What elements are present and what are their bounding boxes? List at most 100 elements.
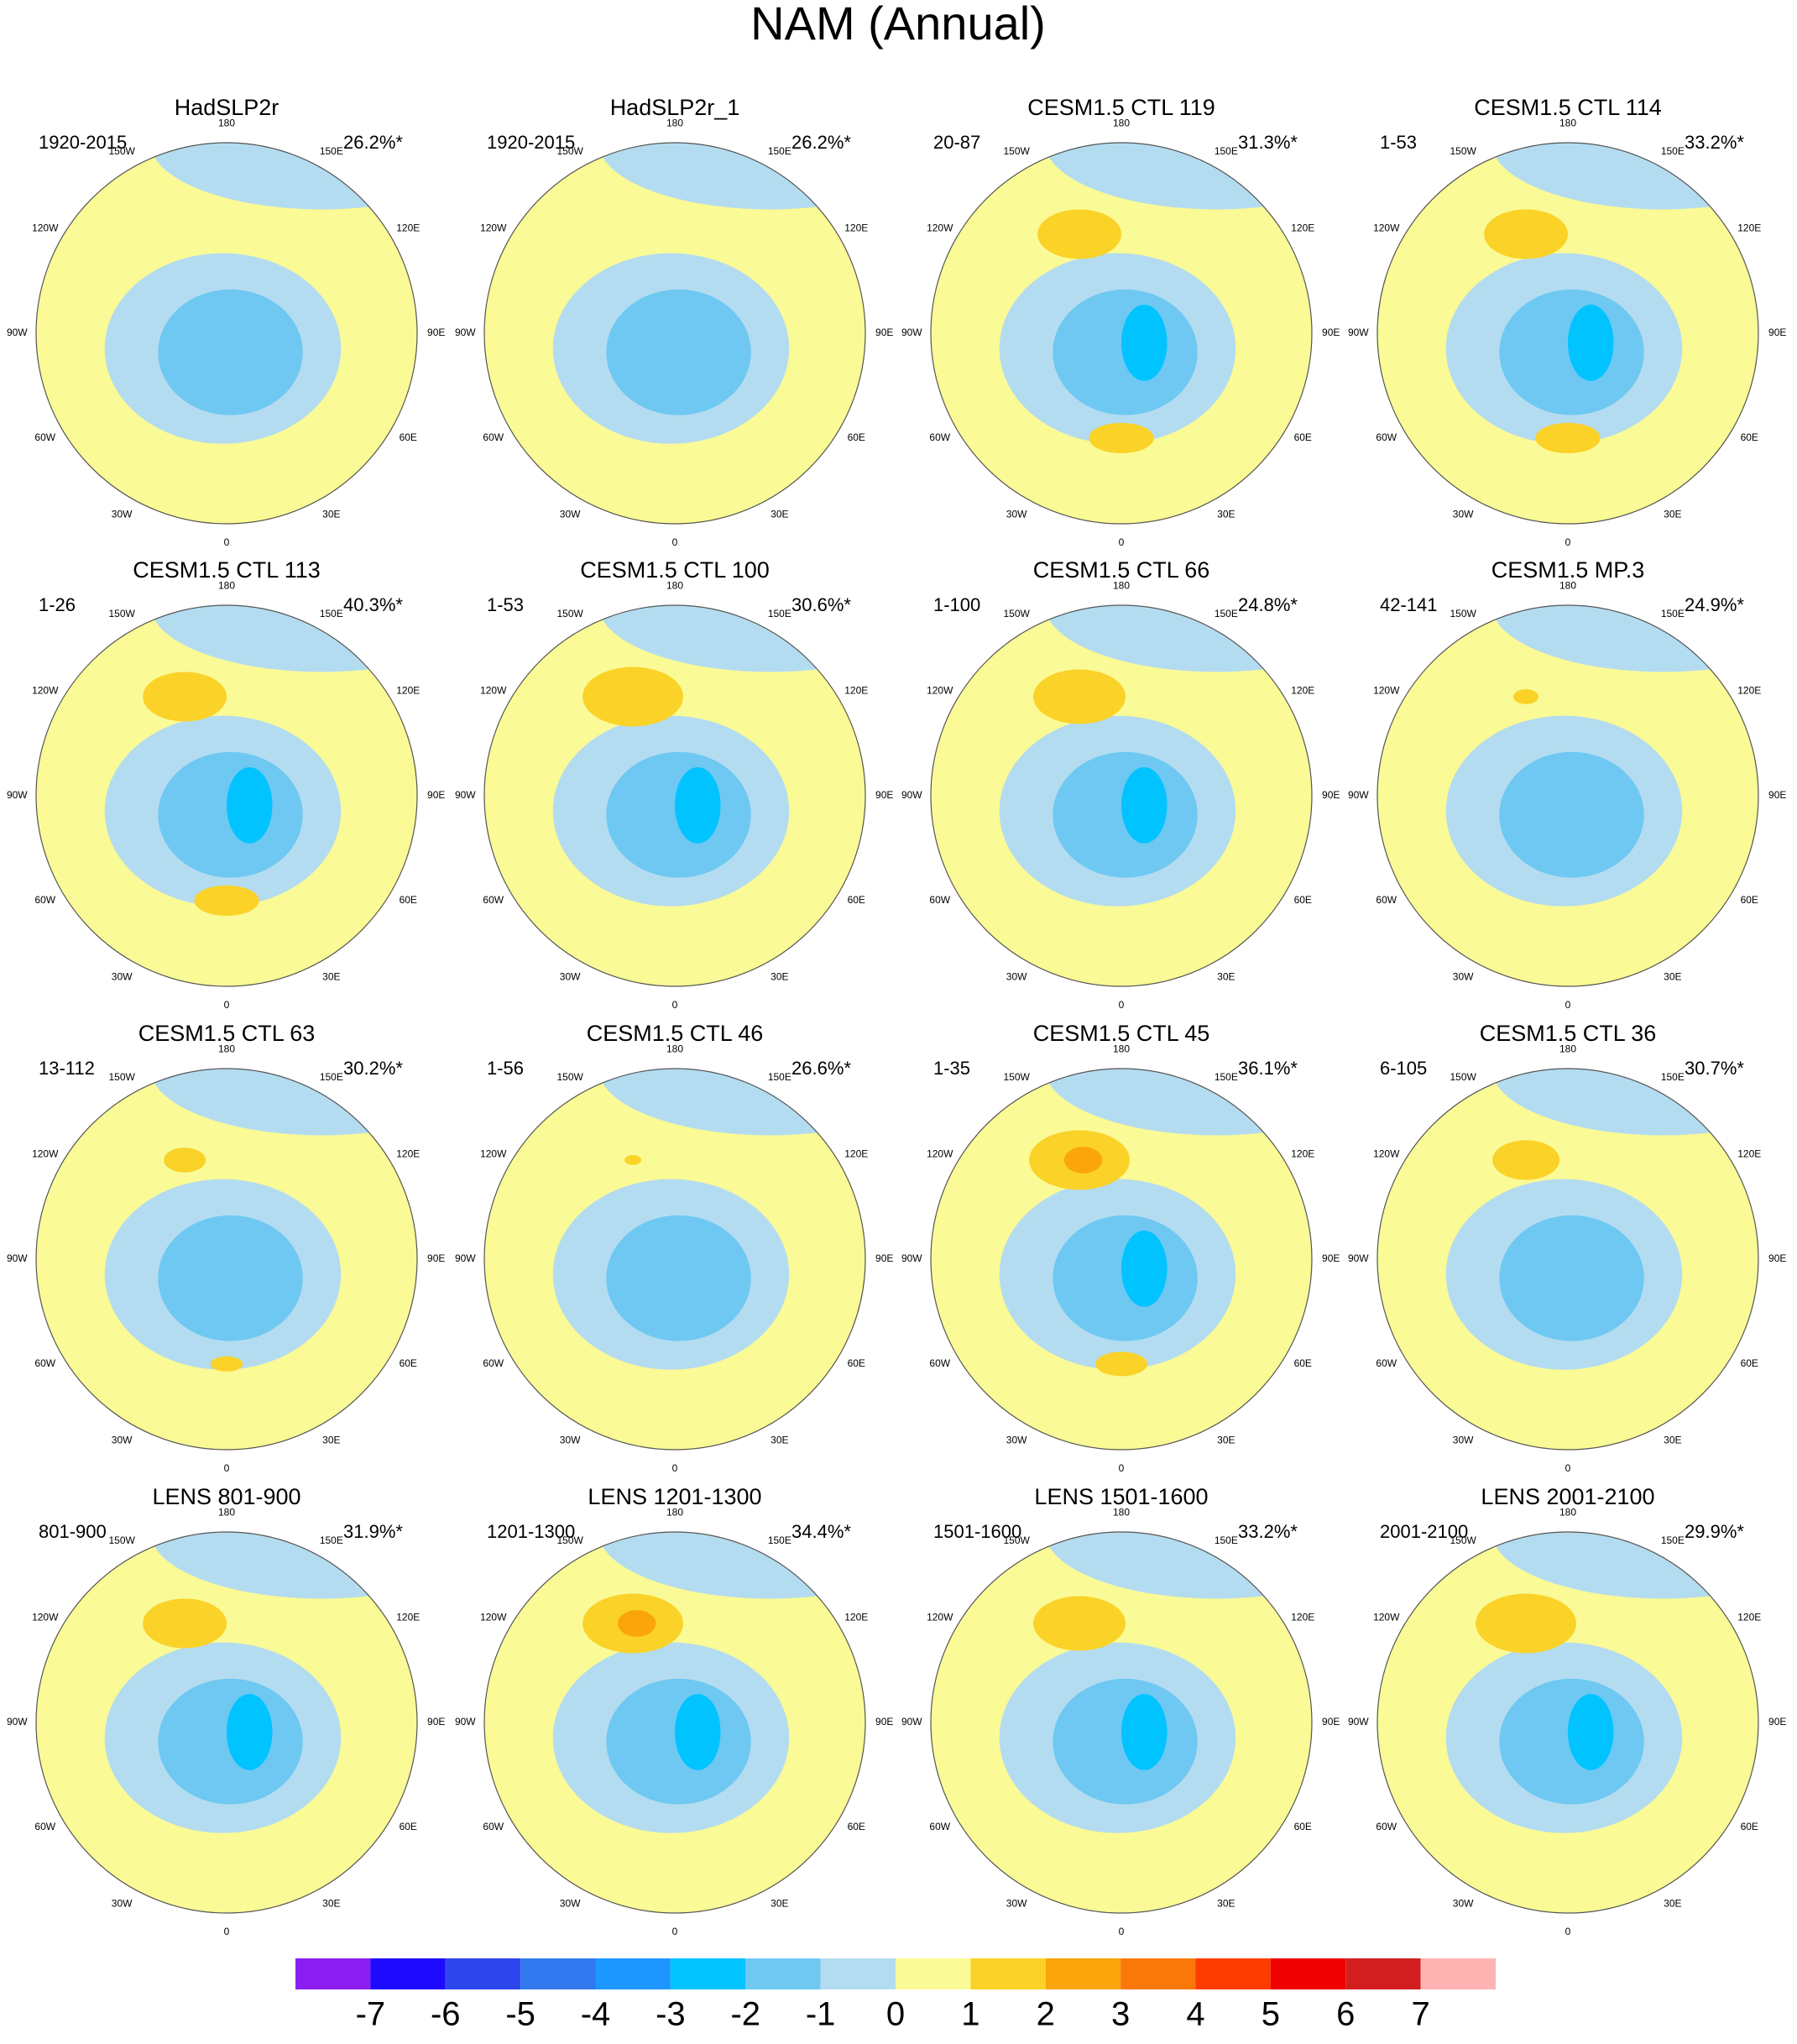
field-orange [164,1147,206,1173]
lon-label: 180 [1559,117,1576,128]
panel-title: CESM1.5 CTL 114 [1474,95,1662,120]
lon-label: 90W [455,789,476,801]
map-boundary [930,1068,1313,1451]
lon-label: 120W [927,222,953,233]
field-deep-blue [1121,766,1168,844]
lon-label: 60W [34,1357,55,1369]
lon-label: 0 [1565,1462,1571,1474]
map-panel: HadSLP2r_1 1920-2015 26.2%* 0 30E 60E 90E 120E 1… [455,95,893,548]
lon-label: 30W [112,508,133,520]
lon-label: 0 [1119,1462,1125,1474]
colorbar-label: -4 [581,1996,611,2033]
lon-label: 180 [218,1043,235,1054]
field-deep-blue [227,766,273,844]
lon-label: 30W [560,970,581,982]
lon-label: 120E [1291,222,1314,233]
lon-label: 180 [1559,1043,1576,1054]
lon-label: 90E [427,1252,445,1264]
field-mid-blue [606,1215,751,1341]
panel-period: 1501-1600 [933,1521,1021,1542]
panel-percent: 30.6%* [791,594,851,615]
lon-label: 150E [768,1071,791,1083]
map-panel: CESM1.5 CTL 119 20-87 31.3%* 0 30E 60E 90E 120E… [901,95,1340,548]
lon-label: 150W [556,1534,583,1546]
lon-label: 90E [875,327,893,338]
lon-label: 90W [7,1716,28,1728]
panel-period: 1920-2015 [39,132,127,153]
field-deep-blue [1121,1230,1168,1307]
lon-label: 90E [427,789,445,801]
panel-title: CESM1.5 CTL 100 [580,557,770,583]
lon-label: 120W [32,222,59,233]
map-field [1377,605,1758,986]
lon-label: 90W [1348,1252,1369,1264]
map-field [36,143,417,524]
lon-label: 60E [1294,1357,1312,1369]
lon-label: 30E [322,970,340,982]
map-field [931,605,1312,986]
figure-title: NAM (Annual) [750,0,1046,50]
lon-label: 150W [108,145,135,157]
lon-label: 150W [1450,145,1476,157]
lon-label: 90E [1768,1716,1786,1728]
lon-label: 60E [848,894,865,906]
map-panel: CESM1.5 CTL 114 1-53 33.2%* 0 30E 60E 90E 120E 1… [1348,95,1786,548]
colorbar-label: 2 [1037,1996,1055,2033]
lon-label: 60W [1376,431,1397,443]
lon-label: 30W [1006,1434,1027,1445]
colorbar-label: 3 [1111,1996,1130,2033]
colorbar-label: -5 [505,1996,535,2033]
field-orange [143,672,227,722]
lon-label: 90E [1768,1252,1786,1264]
lon-label: 120E [1291,1147,1314,1159]
lon-label: 180 [218,1506,235,1518]
lon-label: 120E [1737,1147,1761,1159]
map-panel: CESM1.5 CTL 46 1-56 26.6%* 0 30E 60E 90E 120E 15… [455,1021,893,1474]
panel-title: CESM1.5 CTL 113 [133,557,321,583]
lon-label: 90W [901,1252,922,1264]
lon-label: 60E [400,431,417,443]
lon-label: 120E [396,684,420,696]
lon-label: 120E [844,1147,868,1159]
lon-label: 90E [1322,1716,1340,1728]
map-panel: LENS 1201-1300 1201-1300 34.4%* 0 30E 60E 90E 1… [455,1484,893,1937]
map-boundary [35,1531,418,1914]
map-panel: CESM1.5 CTL 100 1-53 30.6%* 0 30E 60E 90E 120E 1… [455,557,893,1011]
lon-label: 120W [480,1611,507,1623]
field-deep-blue [1121,304,1168,381]
panel-title: LENS 1501-1600 [1034,1484,1208,1509]
map-boundary [483,1068,866,1451]
panel-title: CESM1.5 CTL 45 [1033,1021,1210,1046]
panel-percent: 29.9%* [1685,1521,1744,1542]
lon-label: 30E [1664,508,1681,520]
field-orange [582,667,683,727]
colorbar-box [445,1958,521,1989]
lon-label: 90E [1322,789,1340,801]
lon-label: 60E [848,1821,865,1832]
panel-period: 6-105 [1380,1058,1427,1079]
lon-label: 60E [1294,1821,1312,1832]
panel-percent: 26.2%* [791,132,851,153]
lon-label: 30W [1453,970,1474,982]
lon-label: 60W [483,1821,504,1832]
panel-period: 1920-2015 [487,132,575,153]
lon-label: 150W [1003,608,1030,619]
map-boundary [930,604,1313,987]
field-deep-blue [1568,1693,1614,1770]
lon-label: 90W [901,327,922,338]
panel-percent: 30.2%* [343,1058,403,1079]
field-orange-atl [1095,1351,1147,1377]
colorbar-label: 5 [1262,1996,1280,2033]
map-boundary [930,142,1313,525]
panel-period: 801-900 [39,1521,107,1542]
map-boundary [1376,1531,1759,1914]
field-orange-atl [210,1356,243,1372]
map-field [36,1069,417,1450]
lon-label: 60W [483,894,504,906]
lon-label: 30W [112,970,133,982]
lon-label: 60E [848,1357,865,1369]
lon-label: 60W [483,1357,504,1369]
lon-label: 30E [1217,1897,1235,1909]
map-panel: CESM1.5 MP.3 42-141 24.9%* 0 30E 60E 90E 120E 15… [1348,557,1786,1011]
lon-label: 150E [320,608,343,619]
